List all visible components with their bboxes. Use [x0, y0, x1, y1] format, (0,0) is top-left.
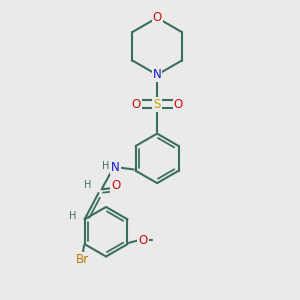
Text: O: O: [131, 98, 141, 111]
Text: N: N: [111, 161, 120, 174]
Text: H: H: [102, 161, 109, 171]
Text: O: O: [173, 98, 183, 111]
Text: Br: Br: [76, 253, 89, 266]
Text: H: H: [68, 211, 76, 221]
Text: S: S: [153, 98, 161, 111]
Text: N: N: [153, 68, 161, 81]
Text: O: O: [138, 234, 148, 247]
Text: O: O: [111, 179, 120, 192]
Text: H: H: [84, 180, 92, 190]
Text: O: O: [152, 11, 162, 24]
